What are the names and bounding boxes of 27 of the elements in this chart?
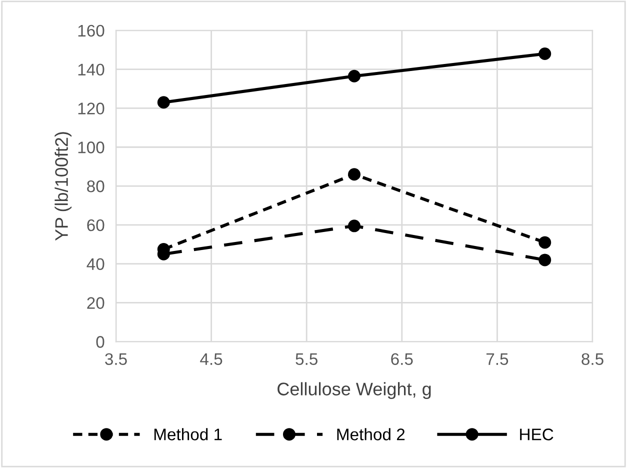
point xyxy=(348,168,361,181)
point xyxy=(348,70,361,82)
x-tick-label: 6.5 xyxy=(391,353,413,365)
y-tick-label: 100 xyxy=(78,142,104,154)
legend-label: HEC xyxy=(520,428,554,440)
y-tick-label: 0 xyxy=(96,336,104,348)
y-tick-label: 40 xyxy=(86,258,104,270)
y-tick-label: 160 xyxy=(78,24,104,37)
legend-label: Method 2 xyxy=(337,428,405,440)
point xyxy=(538,254,552,266)
x-tick-label: 3.5 xyxy=(105,353,127,365)
x-tick-label: 8.5 xyxy=(582,353,604,365)
y-tick-label: 20 xyxy=(87,297,104,309)
x-tick-label: 5.5 xyxy=(296,353,318,365)
y-tick-label: 120 xyxy=(78,102,104,114)
y-tick-label: 60 xyxy=(87,219,104,232)
point xyxy=(538,48,552,60)
x-axis-title: Cellulose Weight, g xyxy=(278,382,431,400)
legend-label: Method 1 xyxy=(154,428,222,440)
y-axis-title: YP (lb/100ft2) xyxy=(54,132,72,241)
y-tick-label: 140 xyxy=(78,64,104,76)
point xyxy=(348,220,361,232)
point xyxy=(157,96,170,109)
x-tick-label: 4.5 xyxy=(200,353,222,365)
point xyxy=(538,236,552,249)
x-tick-label: 7.5 xyxy=(486,353,508,365)
y-tick-label: 80 xyxy=(87,180,104,192)
